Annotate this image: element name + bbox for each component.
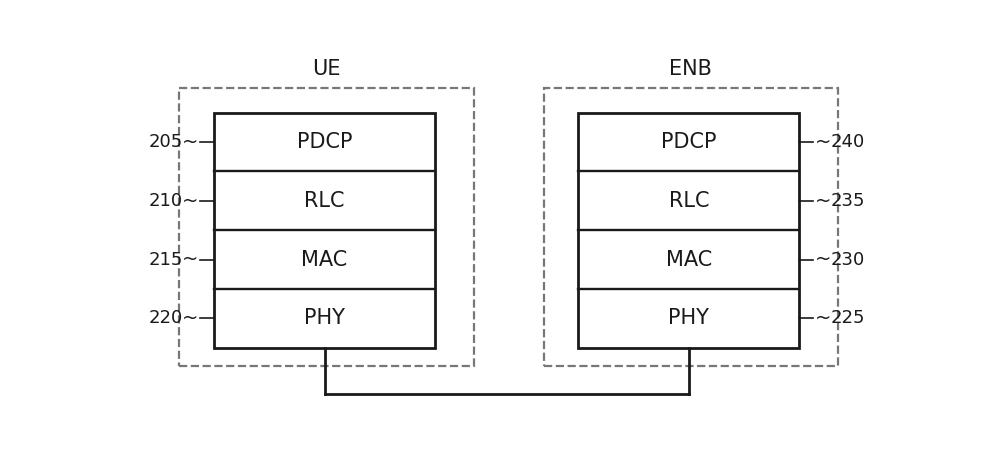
Bar <box>214 113 435 348</box>
Text: ~: ~ <box>182 191 199 210</box>
Text: ~: ~ <box>182 132 199 151</box>
Text: MAC: MAC <box>301 250 348 269</box>
Text: ~: ~ <box>815 250 831 269</box>
Text: ~: ~ <box>182 309 199 328</box>
Bar <box>544 88 838 366</box>
Text: 220: 220 <box>149 309 183 327</box>
Text: MAC: MAC <box>666 250 712 269</box>
Text: PHY: PHY <box>304 308 345 328</box>
Text: 225: 225 <box>830 309 865 327</box>
Text: 230: 230 <box>830 250 864 269</box>
Text: PHY: PHY <box>668 308 709 328</box>
Text: 235: 235 <box>830 192 865 210</box>
Text: ~: ~ <box>182 250 199 269</box>
Text: 210: 210 <box>149 192 183 210</box>
Text: PDCP: PDCP <box>661 132 717 152</box>
Text: ~: ~ <box>815 309 831 328</box>
Text: ENB: ENB <box>669 59 712 79</box>
Text: UE: UE <box>312 59 341 79</box>
Text: ~: ~ <box>815 132 831 151</box>
Text: RLC: RLC <box>304 191 345 211</box>
Text: RLC: RLC <box>669 191 709 211</box>
Bar <box>578 113 799 348</box>
Text: 215: 215 <box>149 250 183 269</box>
Bar <box>179 88 474 366</box>
Text: ~: ~ <box>815 191 831 210</box>
Text: 240: 240 <box>830 133 864 151</box>
Text: PDCP: PDCP <box>297 132 352 152</box>
Text: 205: 205 <box>149 133 183 151</box>
